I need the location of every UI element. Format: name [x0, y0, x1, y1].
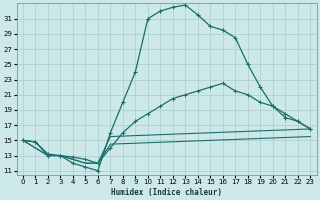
X-axis label: Humidex (Indice chaleur): Humidex (Indice chaleur) — [111, 188, 222, 197]
